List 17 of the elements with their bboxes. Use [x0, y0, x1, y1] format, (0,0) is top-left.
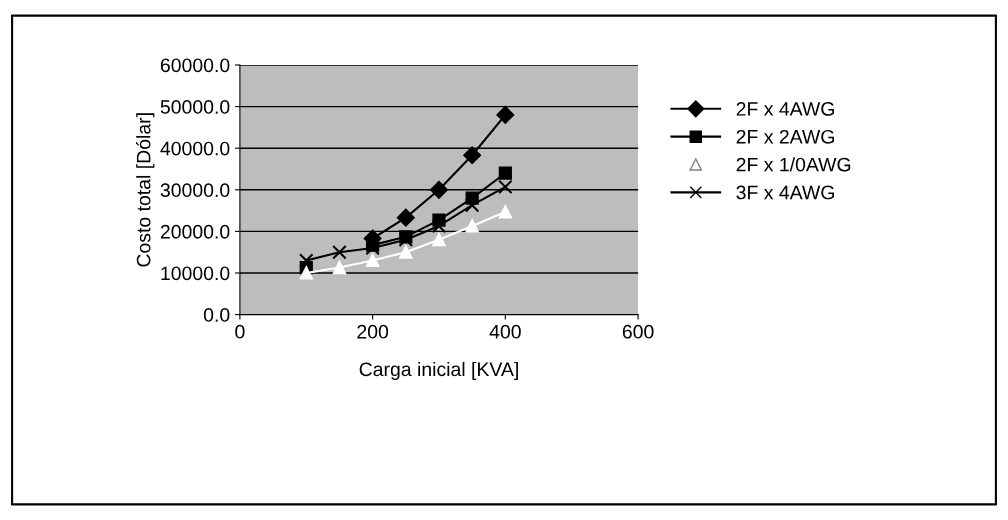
y-axis-title: Costo total [Dólar] — [135, 113, 155, 267]
legend-label: 2F x 4AWG — [736, 102, 834, 116]
y-tick-label: 10000.0 — [161, 266, 230, 281]
y-tick-label: 20000.0 — [160, 224, 230, 239]
legend-label: 2F x 1/0AWG — [736, 157, 851, 172]
legend-label: 3F x 4AWG — [736, 185, 834, 200]
x-tick-label: 600 — [622, 324, 654, 339]
y-tick-label: 0.0 — [203, 308, 230, 322]
y-tick-label: 30000.0 — [160, 183, 230, 198]
legend-label: 2F x 2AWG — [736, 129, 834, 144]
x-axis-title: Carga inicial [KVA] — [359, 361, 518, 381]
y-tick-label: 60000.0 — [160, 58, 230, 73]
y-tick-label: 40000.0 — [160, 141, 230, 156]
x-tick-label: 0 — [235, 324, 245, 339]
x-tick-label: 200 — [357, 324, 389, 339]
x-tick-label: 400 — [489, 324, 521, 339]
y-tick-label: 50000.0 — [160, 100, 230, 114]
